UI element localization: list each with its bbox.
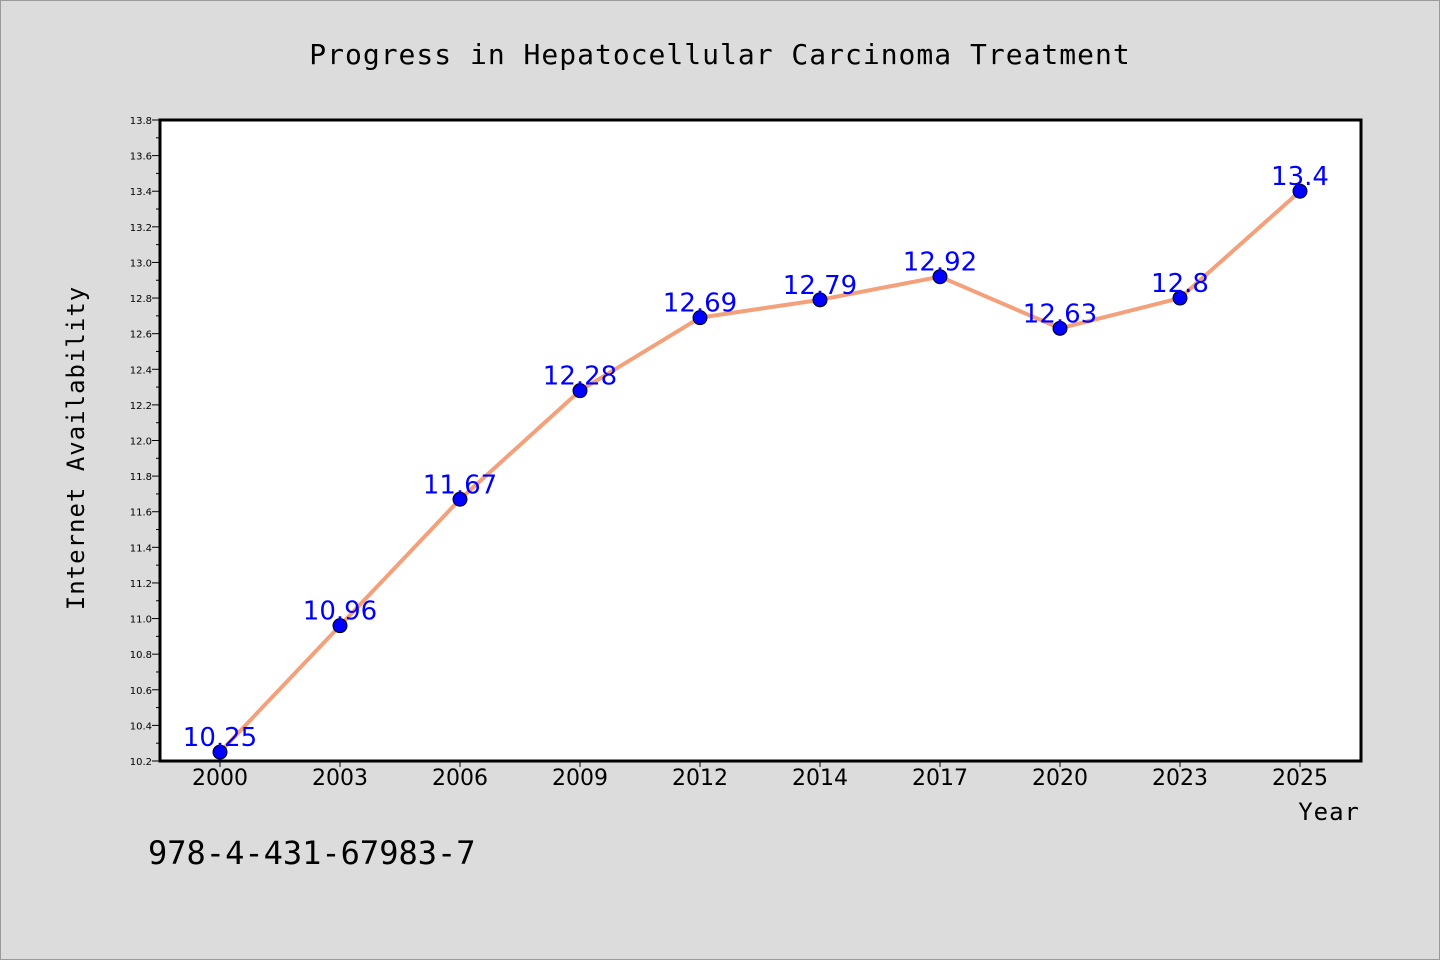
y-tick-label: 10.8 — [130, 650, 152, 661]
data-label: 12.79 — [783, 271, 857, 301]
x-tick-label: 2023 — [1152, 766, 1208, 791]
y-tick-label: 13.4 — [130, 187, 152, 198]
data-label: 12.69 — [663, 289, 737, 319]
data-point — [812, 292, 828, 308]
chart-title: Progress in Hepatocellular Carcinoma Tre… — [309, 38, 1130, 71]
x-tick-label: 2014 — [792, 766, 848, 791]
y-tick-label: 12.4 — [130, 365, 152, 376]
series-markers — [212, 183, 1308, 760]
y-tick-label: 13.6 — [130, 152, 152, 163]
y-tick-label: 11.8 — [130, 472, 152, 483]
data-point — [212, 744, 228, 760]
data-point — [452, 491, 468, 507]
data-point — [332, 618, 348, 634]
series-line — [218, 189, 1302, 755]
series-polyline — [218, 189, 1302, 755]
data-label: 12.28 — [543, 362, 617, 392]
data-label: 13.4 — [1271, 162, 1329, 192]
x-tick-label: 2006 — [432, 766, 488, 791]
x-axis-title: Year — [1298, 798, 1360, 826]
data-label: 12.63 — [1023, 299, 1097, 329]
x-tick-label: 2000 — [192, 766, 248, 791]
x-tick-label: 2025 — [1272, 766, 1328, 791]
y-tick-label: 10.6 — [130, 686, 152, 697]
y-tick-label: 12.8 — [130, 294, 152, 305]
y-tick-label: 10.2 — [130, 757, 152, 768]
y-tick-label: 10.4 — [130, 721, 152, 732]
y-tick-label: 12.2 — [130, 401, 152, 412]
y-tick-label: 11.0 — [130, 615, 152, 626]
data-point — [692, 310, 708, 326]
data-label: 12.8 — [1151, 269, 1209, 299]
x-tick-label: 2020 — [1032, 766, 1088, 791]
data-label: 10.96 — [303, 597, 377, 627]
data-labels: 10.25 10.96 11.67 12.28 12.69 12.79 12.92 12.63… — [183, 162, 1329, 753]
y-tick-label: 11.6 — [130, 508, 152, 519]
data-label: 12.92 — [903, 248, 977, 278]
y-tick-label: 12.6 — [130, 330, 152, 341]
data-label: 11.67 — [423, 470, 497, 500]
x-tick-label: 2012 — [672, 766, 728, 791]
data-point — [932, 269, 948, 285]
y-axis: 10.2 10.4 10.6 10.8 11.0 11.2 11.4 11.6 11.8 12.0… — [130, 116, 160, 768]
y-tick-label: 12.0 — [130, 437, 152, 448]
data-point — [572, 383, 588, 399]
data-point — [1172, 290, 1188, 306]
data-point — [1292, 183, 1308, 199]
y-tick-label: 13.0 — [130, 258, 152, 269]
y-tick-label: 13.8 — [130, 116, 152, 127]
x-tick-label: 2003 — [312, 766, 368, 791]
x-axis: 2000 2003 2006 2009 2012 2014 2017 2020 2023 2025 — [192, 761, 1328, 791]
data-point — [1052, 320, 1068, 336]
y-tick-label: 11.2 — [130, 579, 152, 590]
data-label: 10.25 — [183, 723, 257, 753]
x-tick-label: 2009 — [552, 766, 608, 791]
x-tick-label: 2017 — [912, 766, 968, 791]
isbn-text: 978-4-431-67983-7 — [148, 834, 476, 872]
y-tick-label: 11.4 — [130, 543, 152, 554]
y-axis-title: Internet Availability — [62, 286, 90, 610]
plot-area — [158, 118, 1363, 763]
y-tick-label: 13.2 — [130, 223, 152, 234]
